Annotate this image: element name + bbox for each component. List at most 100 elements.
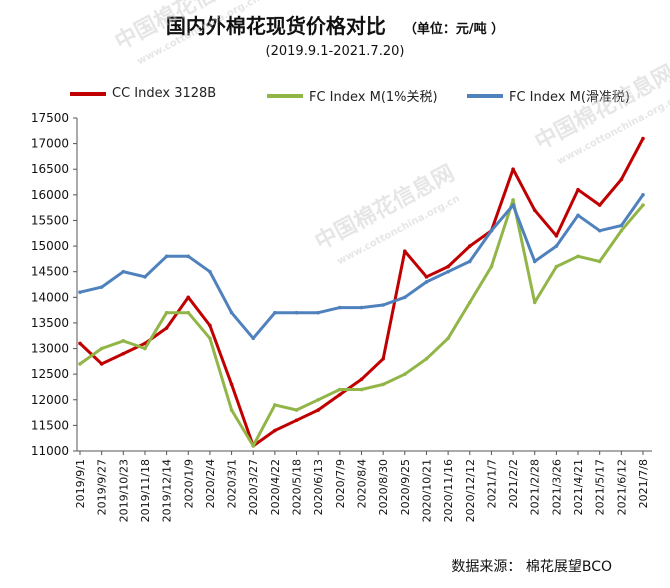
x-tick-label: 2020/1/9 xyxy=(182,459,195,508)
data-point-s0 xyxy=(532,208,537,213)
data-point-s0 xyxy=(186,295,191,300)
legend-label-cc-index: CC Index 3128B xyxy=(112,86,217,101)
y-tick-label: 14500 xyxy=(31,265,69,279)
x-tick-label: 2020/12/12 xyxy=(464,459,477,522)
data-point-s0 xyxy=(381,356,385,361)
data-point-s0 xyxy=(273,428,277,433)
data-point-s0 xyxy=(99,362,104,366)
legend-swatch-fc-index-sliding xyxy=(467,93,503,98)
data-point-s2 xyxy=(554,244,559,248)
data-point-s1 xyxy=(532,300,537,305)
data-point-s1 xyxy=(446,336,450,341)
y-tick-label: 13000 xyxy=(31,342,69,356)
y-tick-label: 14000 xyxy=(31,290,69,304)
data-point-s1 xyxy=(381,382,385,387)
chart-subtitle: (2019.9.1-2021.7.20) xyxy=(265,44,405,59)
data-point-s2 xyxy=(641,193,645,197)
data-point-s2 xyxy=(143,275,147,279)
y-tick-label: 12500 xyxy=(31,367,69,381)
data-point-s1 xyxy=(229,408,234,412)
data-point-s2 xyxy=(273,310,277,315)
data-point-s2 xyxy=(467,259,472,264)
data-point-s1 xyxy=(99,346,104,351)
data-point-s1 xyxy=(597,259,602,264)
data-point-s2 xyxy=(511,203,515,207)
data-point-s0 xyxy=(403,249,407,253)
x-tick-label: 2020/7/9 xyxy=(334,459,347,508)
data-point-s2 xyxy=(446,269,450,274)
data-point-s2 xyxy=(381,303,385,307)
data-point-s0 xyxy=(78,341,82,346)
series-line-1 xyxy=(78,198,645,448)
data-point-s0 xyxy=(511,167,515,172)
x-tick-label: 2020/3/27 xyxy=(247,459,260,515)
x-tick-label: 2020/5/18 xyxy=(291,459,304,515)
x-tick-label: 2021/7/8 xyxy=(637,459,650,508)
x-tick-label: 2019/11/18 xyxy=(139,459,152,522)
data-point-s1 xyxy=(467,300,472,305)
x-tick-label: 2021/1/7 xyxy=(485,459,498,508)
x-tick-label: 2020/6/13 xyxy=(312,459,325,515)
data-point-s0 xyxy=(467,244,472,248)
data-point-s2 xyxy=(489,228,494,233)
x-tick-label: 2020/9/25 xyxy=(399,459,412,515)
legend-item-cc-index: CC Index 3128B xyxy=(70,86,216,101)
data-point-s2 xyxy=(186,254,191,259)
legend-item-fc-index-1pct: FC Index M(1%关税) xyxy=(267,86,438,105)
data-point-s1 xyxy=(208,336,212,341)
data-point-s0 xyxy=(229,382,234,387)
x-tick-label: 2019/9/1 xyxy=(74,459,87,508)
data-point-s0 xyxy=(641,136,645,141)
data-point-s1 xyxy=(251,444,256,448)
data-point-s2 xyxy=(251,336,256,341)
data-point-s2 xyxy=(619,223,624,228)
x-tick-label: 2021/6/12 xyxy=(615,459,628,515)
data-point-s0 xyxy=(164,326,169,330)
data-point-s1 xyxy=(619,228,624,233)
x-tick-label: 2020/11/16 xyxy=(442,459,455,522)
x-tick-label: 2021/3/26 xyxy=(550,459,563,515)
data-point-s2 xyxy=(359,305,364,310)
y-tick-label: 16500 xyxy=(31,162,69,176)
x-tick-label: 2020/8/30 xyxy=(377,459,390,515)
data-point-s0 xyxy=(208,323,212,328)
legend-item-fc-index-sliding: FC Index M(滑准税) xyxy=(467,86,630,105)
data-point-s0 xyxy=(338,392,342,397)
data-point-s1 xyxy=(316,397,320,402)
data-point-s1 xyxy=(294,408,299,412)
data-point-s2 xyxy=(576,213,580,218)
data-point-s1 xyxy=(576,254,580,259)
data-point-s1 xyxy=(78,362,82,366)
x-tick-label: 2021/5/17 xyxy=(594,459,607,515)
data-point-s2 xyxy=(208,269,212,274)
data-point-s2 xyxy=(597,228,602,233)
data-point-s2 xyxy=(78,290,82,294)
y-tick-label: 16000 xyxy=(31,188,69,202)
data-point-s1 xyxy=(403,372,407,376)
data-point-s0 xyxy=(316,408,320,412)
chart-unit: （单位：元/吨 ） xyxy=(403,22,505,37)
y-tick-label: 17500 xyxy=(31,111,69,125)
data-point-s0 xyxy=(424,275,429,279)
data-point-s0 xyxy=(359,377,364,382)
data-point-s1 xyxy=(273,403,277,407)
data-point-s1 xyxy=(359,387,364,392)
x-tick-label: 2020/3/1 xyxy=(226,459,239,508)
x-tick-label: 2021/4/21 xyxy=(572,459,585,515)
data-point-s2 xyxy=(532,259,537,264)
data-point-s1 xyxy=(424,356,429,361)
source-note: 数据来源： 棉花展望BCO xyxy=(451,559,612,575)
y-tick-label: 12000 xyxy=(31,393,69,407)
y-tick-label: 17000 xyxy=(31,137,69,151)
data-point-s2 xyxy=(99,285,104,289)
data-point-s0 xyxy=(121,351,126,356)
data-point-s1 xyxy=(143,346,147,351)
x-tick-label: 2020/2/4 xyxy=(204,459,217,508)
chart-title: 国内外棉花现货价格对比 （单位：元/吨 ） xyxy=(0,10,670,39)
chart-legend: CC Index 3128B FC Index M(1%关税) FC Index… xyxy=(70,86,660,106)
data-point-s2 xyxy=(424,280,429,284)
x-tick-label: 2019/12/14 xyxy=(161,459,174,522)
x-tick-label: 2021/2/28 xyxy=(529,459,542,515)
y-tick-label: 15000 xyxy=(31,239,69,253)
